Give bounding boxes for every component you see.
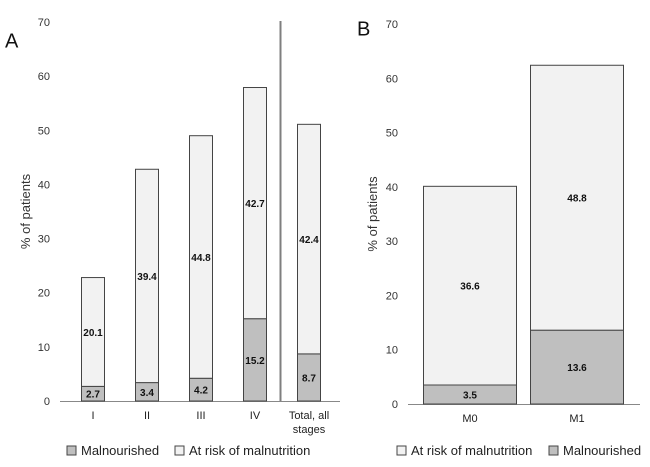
data-label: 3.5 xyxy=(463,391,477,402)
y-tick-label: 10 xyxy=(386,345,398,357)
y-tick-label: 40 xyxy=(38,179,50,191)
chart-panel-a: A 0 10 20 30 40 50 60 70 % of patients 2.7 20.1 I 3.4… xyxy=(5,17,340,458)
data-label: 42.4 xyxy=(299,235,319,246)
data-label: 3.4 xyxy=(140,388,154,399)
legend-entry: Malnourished xyxy=(81,443,159,458)
y-tick-label: 70 xyxy=(38,17,50,29)
data-label: 8.7 xyxy=(302,373,316,384)
data-label: 44.8 xyxy=(191,253,211,264)
bar-at-risk xyxy=(297,123,321,355)
y-axis-title: % of patients xyxy=(18,173,33,249)
chart-panel-b: B 0 10 20 30 40 50 60 70 % of patients 3.5 36.6 M0 13… xyxy=(357,19,641,458)
data-label: 13.6 xyxy=(567,363,587,374)
y-tick-label: 70 xyxy=(386,19,398,31)
y-tick-label: 0 xyxy=(44,396,50,408)
panel-letter: A xyxy=(5,31,19,53)
y-tick-label: 40 xyxy=(386,182,398,194)
y-tick-label: 20 xyxy=(38,288,50,300)
data-label: 42.7 xyxy=(245,199,265,210)
y-tick-label: 60 xyxy=(386,73,398,85)
y-tick-label: 30 xyxy=(38,234,50,246)
x-tick-label: IV xyxy=(250,410,261,422)
legend-swatch xyxy=(396,445,407,456)
bar-malnourished xyxy=(530,329,624,405)
y-tick-label: 10 xyxy=(38,342,50,354)
panel-letter: B xyxy=(357,19,370,41)
bar-at-risk xyxy=(189,135,213,379)
x-tick-label: I xyxy=(91,410,94,422)
bar-at-risk xyxy=(135,168,159,384)
data-label: 48.8 xyxy=(567,194,587,205)
data-label: 4.2 xyxy=(194,386,208,397)
x-tick-label-line: Total, all xyxy=(289,410,329,422)
y-axis-title: % of patients xyxy=(365,176,380,252)
y-tick-label: 20 xyxy=(386,290,398,302)
data-label: 15.2 xyxy=(245,356,265,367)
x-tick-label: Total, all stages xyxy=(289,410,329,436)
data-label: 36.6 xyxy=(460,282,480,293)
y-tick-label: 50 xyxy=(38,125,50,137)
x-tick-label-line: stages xyxy=(293,424,326,436)
legend-swatch xyxy=(548,445,559,456)
x-tick-label: M0 xyxy=(462,413,477,425)
bar-at-risk xyxy=(81,277,105,387)
data-label: 39.4 xyxy=(137,272,157,283)
legend-entry: At risk of malnutrition xyxy=(411,443,532,458)
y-tick-label: 0 xyxy=(392,399,398,411)
data-label: 2.7 xyxy=(86,390,100,401)
y-tick-label: 60 xyxy=(38,71,50,83)
y-tick-label: 30 xyxy=(386,236,398,248)
x-tick-label: III xyxy=(196,410,205,422)
bar-at-risk xyxy=(243,87,267,320)
legend-entry: Malnourished xyxy=(563,443,641,458)
data-label: 20.1 xyxy=(83,328,103,339)
legend-entry: At risk of malnutrition xyxy=(189,443,310,458)
bar-at-risk xyxy=(423,185,517,386)
y-tick-label: 50 xyxy=(386,128,398,140)
legend-swatch xyxy=(66,445,77,456)
legend-swatch xyxy=(174,445,185,456)
x-tick-label: M1 xyxy=(569,413,584,425)
x-tick-label: II xyxy=(144,410,150,422)
bar-at-risk xyxy=(530,64,624,331)
